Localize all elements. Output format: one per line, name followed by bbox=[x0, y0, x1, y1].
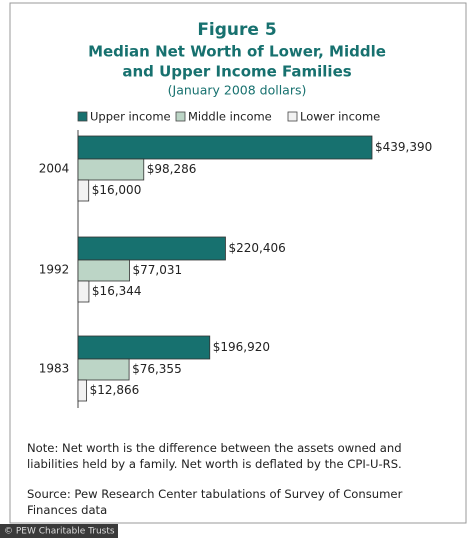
watermark-bg bbox=[0, 524, 118, 538]
value-label: $16,000 bbox=[92, 183, 142, 197]
source: Source: Pew Research Center tabulations … bbox=[27, 487, 403, 517]
y-tick-label: 2004 bbox=[39, 162, 70, 176]
bar bbox=[77, 135, 373, 160]
legend-swatch bbox=[175, 111, 186, 122]
value-label: $439,390 bbox=[375, 140, 432, 154]
y-tick-label: 1992 bbox=[39, 263, 70, 277]
bar bbox=[77, 259, 130, 282]
value-label: $220,406 bbox=[228, 241, 285, 255]
bar bbox=[77, 379, 88, 402]
chart-subtitle: Median Net Worth of Lower, Middle bbox=[88, 43, 386, 61]
bar bbox=[77, 335, 211, 360]
chart-title: Figure 5 bbox=[197, 20, 276, 40]
units-note: (January 2008 dollars) bbox=[168, 83, 307, 98]
value-label: $16,344 bbox=[92, 284, 142, 298]
legend-label: Lower income bbox=[300, 110, 380, 124]
value-label: $76,355 bbox=[132, 362, 182, 376]
bar bbox=[77, 280, 90, 303]
y-tick-label: 1983 bbox=[39, 362, 70, 376]
watermark: © PEW Charitable Trusts bbox=[4, 527, 115, 537]
value-label: $196,920 bbox=[213, 340, 270, 354]
bar bbox=[77, 236, 226, 261]
note: Note: Net worth is the difference betwee… bbox=[27, 441, 402, 471]
legend-swatch bbox=[287, 111, 298, 122]
bar bbox=[77, 158, 145, 181]
legend-label: Middle income bbox=[188, 110, 272, 124]
chart-subtitle: and Upper Income Families bbox=[122, 63, 351, 81]
frame bbox=[9, 2, 467, 524]
bar bbox=[77, 179, 90, 202]
legend-label: Upper income bbox=[90, 110, 171, 124]
bar bbox=[77, 358, 130, 381]
value-label: $77,031 bbox=[133, 263, 183, 277]
value-label: $12,866 bbox=[90, 383, 140, 397]
legend-swatch bbox=[77, 111, 88, 122]
value-label: $98,286 bbox=[147, 162, 197, 176]
